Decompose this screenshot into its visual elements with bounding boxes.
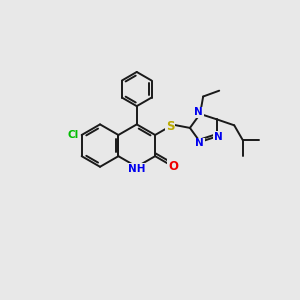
Text: N: N bbox=[195, 138, 204, 148]
Text: N: N bbox=[194, 107, 203, 117]
Text: O: O bbox=[168, 160, 178, 173]
Text: N: N bbox=[214, 132, 222, 142]
Text: S: S bbox=[166, 120, 174, 133]
Text: Cl: Cl bbox=[68, 130, 79, 140]
Text: NH: NH bbox=[128, 164, 146, 174]
